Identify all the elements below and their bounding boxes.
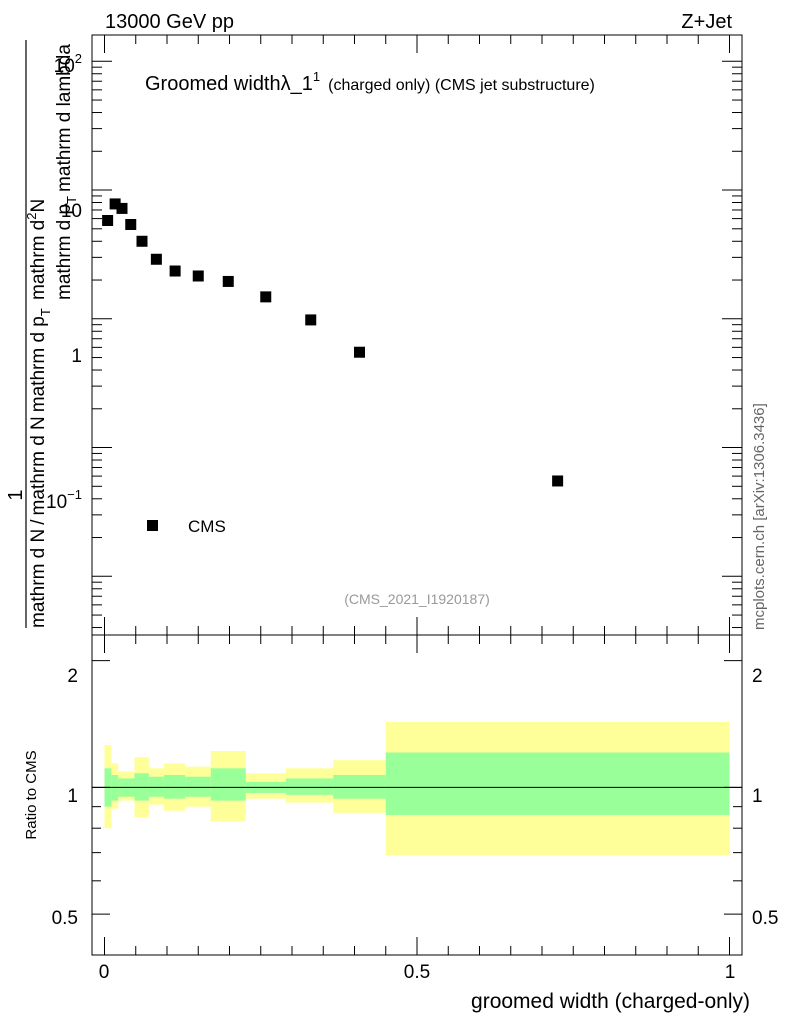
plot-title-suffix: (charged only) (CMS jet substructure) xyxy=(328,77,595,94)
ratio-ytick-right-0.5: 0.5 xyxy=(752,908,778,929)
ratio-ytick-left-0.5: 0.5 xyxy=(52,908,78,929)
data-point-6 xyxy=(169,265,181,277)
data-point-2 xyxy=(116,202,128,214)
ratio-ytick-right-1: 1 xyxy=(752,786,763,807)
legend-label: CMS xyxy=(188,517,226,536)
xaxis-label: groomed width (charged-only) xyxy=(471,990,750,1013)
ratio-ytick-left-2: 2 xyxy=(67,666,78,687)
ytick-label-0.1: 10−1 xyxy=(46,487,82,513)
data-point-4 xyxy=(136,235,148,247)
ratio-bands xyxy=(104,721,730,856)
ratio-band-inner-4 xyxy=(148,776,164,797)
data-point-5 xyxy=(150,253,162,265)
ratio-band-inner-11 xyxy=(385,752,730,815)
data-point-10 xyxy=(305,314,317,326)
data-point-1 xyxy=(109,198,121,210)
process-label: Z+Jet xyxy=(681,11,732,33)
data-markers xyxy=(102,198,564,487)
plot-title-text: Groomed width xyxy=(145,73,281,95)
main-plot-frame xyxy=(91,34,743,636)
xtick-label-0.5: 0.5 xyxy=(404,962,430,983)
ytick-label-1: 1 xyxy=(71,346,82,367)
ratio-ytick-left-1: 1 xyxy=(67,786,78,807)
ratio-band-inner-9 xyxy=(285,778,334,795)
data-point-12 xyxy=(552,475,564,487)
data-point-7 xyxy=(192,270,204,282)
ylabel-one: 1 xyxy=(5,489,27,500)
ytick-label-100: 102 xyxy=(54,51,82,77)
ylabel-numerator: mathrm d2N xyxy=(24,199,49,300)
ylabel-denominator: mathrm d pTmathrm d lambda xyxy=(54,44,79,300)
ratio-band-inner-5 xyxy=(163,774,186,799)
ratio-ytick-right-2: 2 xyxy=(752,666,763,687)
data-point-0 xyxy=(102,214,114,226)
ylabel-lower: mathrm d N/mathrm d Nmathrm d pT xyxy=(28,308,53,628)
plot-title-symbol: λ_1 xyxy=(281,73,313,95)
ratio-ylabel: Ratio to CMS xyxy=(23,750,40,839)
legend-marker xyxy=(147,520,158,531)
ratio-band-inner-7 xyxy=(210,768,246,801)
data-point-11 xyxy=(354,346,365,358)
xtick-label-0: 0 xyxy=(99,962,110,983)
data-point-3 xyxy=(125,218,137,230)
xtick-label-1: 1 xyxy=(725,962,736,983)
plot-title-superscript: 1 xyxy=(313,69,320,84)
axis-ticks xyxy=(92,35,742,956)
side-credit-label: mcplots.cern.ch [arXiv:1306.3436] xyxy=(751,403,768,630)
analysis-annotation: (CMS_2021_I1920187) xyxy=(344,591,490,607)
ytick-label-10: 10 xyxy=(61,201,82,222)
energy-label: 13000 GeV pp xyxy=(105,11,234,33)
data-point-9 xyxy=(260,291,272,303)
ratio-band-inner-6 xyxy=(185,776,211,797)
ratio-band-inner-10 xyxy=(333,774,386,799)
data-point-8 xyxy=(222,275,234,287)
plot-title: Groomed widthλ_11 (charged only) (CMS jet… xyxy=(145,69,595,95)
main-ylabel: 1 mathrm d N/mathrm d Nmathrm d pT mathr… xyxy=(5,40,79,628)
